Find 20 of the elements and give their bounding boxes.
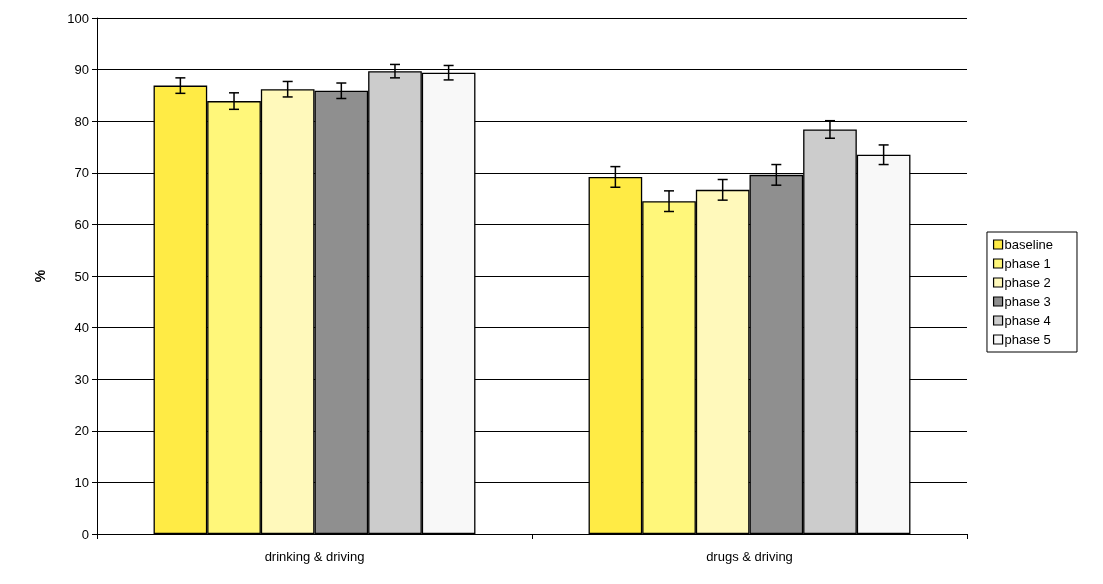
x-tick-label: drinking & driving: [264, 549, 365, 564]
legend-label: phase 3: [1004, 294, 1051, 309]
legend-label: baseline: [1004, 237, 1054, 252]
y-axis-title: %: [32, 269, 48, 283]
y-tick-label: 20: [74, 423, 89, 439]
y-tick-label: 40: [74, 320, 89, 336]
y-tick-label: 50: [74, 268, 89, 284]
x-tick-label: drugs & driving: [706, 549, 793, 564]
legend-label: phase 4: [1004, 313, 1051, 328]
y-tick-label: 0: [81, 526, 89, 542]
y-tick-label: 80: [74, 113, 89, 129]
y-tick-label: 100: [67, 10, 89, 26]
legend-label: phase 1: [1004, 256, 1051, 271]
y-tick-label: 60: [74, 216, 89, 232]
y-tick-label: 10: [74, 474, 89, 490]
legend-label: phase 5: [1004, 332, 1051, 347]
y-tick-label: 30: [74, 371, 89, 387]
y-tick-label: 90: [74, 62, 89, 78]
y-tick-label: 70: [74, 165, 89, 181]
legend-label: phase 2: [1004, 275, 1051, 290]
